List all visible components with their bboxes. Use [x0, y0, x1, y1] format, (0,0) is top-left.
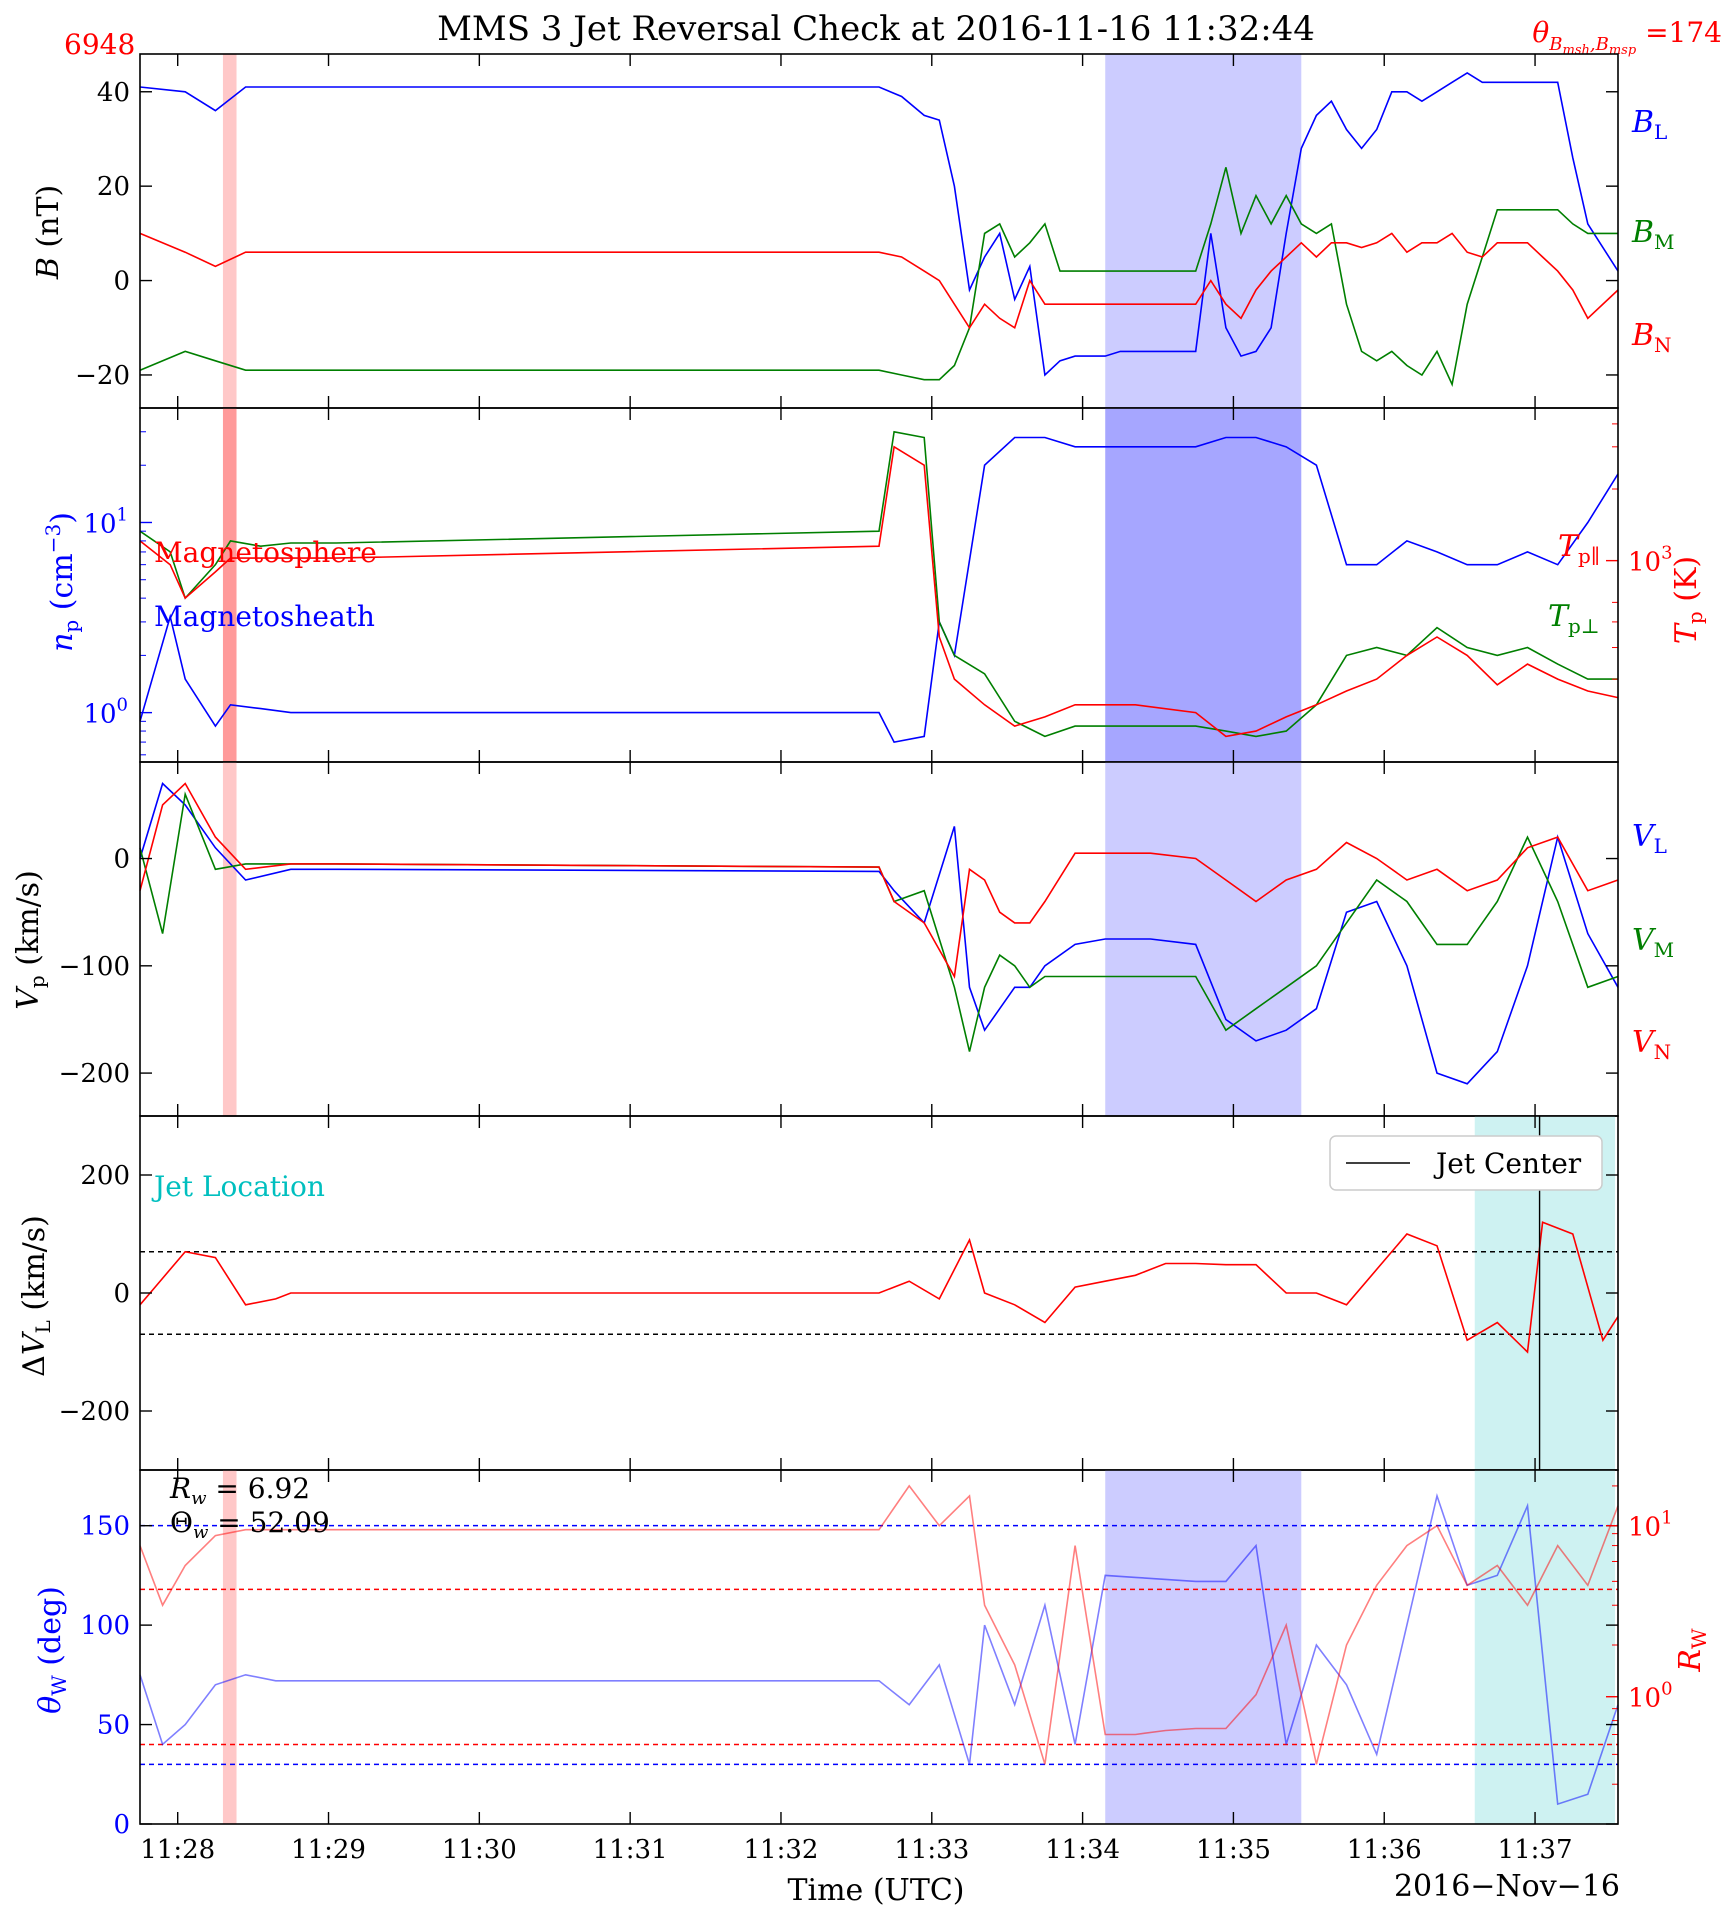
- annotation-magnetosheath: Magnetosheath: [154, 600, 375, 633]
- x-tick-label: 11:31: [593, 1835, 668, 1865]
- ylabel-b: B (nT): [31, 185, 66, 280]
- label-tperp: Tp⊥: [1548, 599, 1600, 638]
- series-V_M: [139, 791, 1619, 1052]
- annotation-thetaw: Θw = 52.09: [170, 1506, 330, 1543]
- x-tick-label: 11:36: [1347, 1835, 1422, 1865]
- panel-density-temperature: 100 101 103: [83, 407, 1673, 763]
- legend-label: Jet Center: [1433, 1147, 1582, 1180]
- y-tick-label: 200: [80, 1161, 130, 1191]
- y-tick-label: −20: [75, 361, 130, 391]
- panel-frame: [139, 761, 1619, 1117]
- event-number: 6948: [64, 28, 135, 61]
- shade-red: [222, 762, 237, 1116]
- annotation-magnetosphere: Magnetosphere: [154, 536, 377, 569]
- label-bl: BL: [1631, 105, 1667, 144]
- xlabel: Time (UTC): [788, 1873, 965, 1908]
- y-tick-label: 100: [83, 695, 128, 730]
- ylabel-thetaw: θW (deg): [33, 1586, 71, 1714]
- y-tick-label: 50: [97, 1711, 130, 1741]
- series-θ_W: [139, 1492, 1619, 1806]
- ylabel-tp: Tp (K): [1669, 556, 1707, 644]
- ylabel-vp: Vp (km/s): [11, 870, 49, 1010]
- series-B_L: [139, 71, 1619, 377]
- shade-red: [222, 1470, 237, 1824]
- y-tick-label: 0: [113, 267, 130, 297]
- series-R_W: [139, 1484, 1619, 1765]
- y-tick-label: −100: [59, 952, 130, 982]
- ylabel-dvl: ΔVL (km/s): [17, 1215, 55, 1377]
- annotation-rw: Rw = 6.92: [169, 1472, 310, 1509]
- x-tick-label: 11:30: [442, 1835, 517, 1865]
- y-tick-label: 150: [80, 1512, 130, 1542]
- y-tick-label: −200: [59, 1397, 130, 1427]
- legend: Jet Center: [1329, 1135, 1603, 1191]
- ylabel-rw: RW: [1673, 1628, 1711, 1673]
- x-tick-label: 11:32: [744, 1835, 819, 1865]
- x-tick-label: 11:33: [894, 1835, 969, 1865]
- series-V_L: [139, 782, 1619, 1085]
- y-tick-label: 0: [113, 1810, 130, 1840]
- panel-b-field: −20 0 20 40: [75, 53, 1619, 409]
- legend-box: [1329, 1135, 1603, 1191]
- y-tick-label: 101: [83, 504, 128, 539]
- label-vm: VM: [1632, 923, 1674, 962]
- y-tick-label: 40: [97, 78, 130, 108]
- label-bm: BM: [1631, 215, 1675, 254]
- label-bn: BN: [1631, 318, 1672, 357]
- annotation-jet-location: Jet Location: [151, 1170, 325, 1203]
- shade-red: [222, 408, 237, 762]
- y-tick-label: 0: [113, 1279, 130, 1309]
- label-vn: VN: [1632, 1025, 1671, 1064]
- series-V_N: [139, 782, 1619, 979]
- x-tick-label: 11:29: [291, 1835, 366, 1865]
- y-tick-label-right: 101: [1628, 1508, 1673, 1543]
- shade-red: [222, 54, 237, 408]
- shade-blue-dark: [1105, 408, 1302, 762]
- y-tick-label-right: 103: [1628, 543, 1673, 578]
- shade-cyan: [1474, 1470, 1615, 1824]
- panel-delta-vl: −200 0 200 Jet Center: [59, 1115, 1619, 1471]
- series-delta-vl: [139, 1221, 1619, 1354]
- y-tick-label: 0: [113, 845, 130, 875]
- date-label: 2016−Nov−16: [1394, 1869, 1620, 1904]
- panel-frame: [139, 1469, 1619, 1825]
- series-B_M: [139, 167, 1618, 388]
- shade-blue: [1105, 54, 1302, 408]
- y-tick-label-right: 100: [1628, 1679, 1673, 1714]
- x-tick-label: 11:28: [140, 1835, 215, 1865]
- panel-frame: [139, 407, 1619, 763]
- series-n_p: [139, 436, 1619, 743]
- series-T_par: [139, 445, 1619, 738]
- x-tick-label: 11:35: [1196, 1835, 1271, 1865]
- label-tpar: Tp∥: [1558, 529, 1600, 568]
- y-tick-label: −200: [59, 1059, 130, 1089]
- label-vl: VL: [1632, 819, 1667, 858]
- series-T_perp: [139, 430, 1618, 738]
- x-tick-label: 11:37: [1498, 1835, 1573, 1865]
- theta-label: θBmsh,Bmsp =174: [1532, 16, 1722, 58]
- series-B_N: [139, 232, 1619, 330]
- y-tick-label: 20: [97, 172, 130, 202]
- chart-title: MMS 3 Jet Reversal Check at 2016-11-16 1…: [437, 9, 1315, 49]
- ylabel-np: np (cm−3): [41, 512, 83, 652]
- x-tick-label: 11:34: [1045, 1835, 1120, 1865]
- panel-velocity: −200 −100 0: [59, 761, 1619, 1117]
- y-tick-label: 100: [80, 1611, 130, 1641]
- panel-theta-rw: 0 50 100 150 100 101 11:28 11:29 11:30 11:31 11:32…: [80, 1469, 1673, 1865]
